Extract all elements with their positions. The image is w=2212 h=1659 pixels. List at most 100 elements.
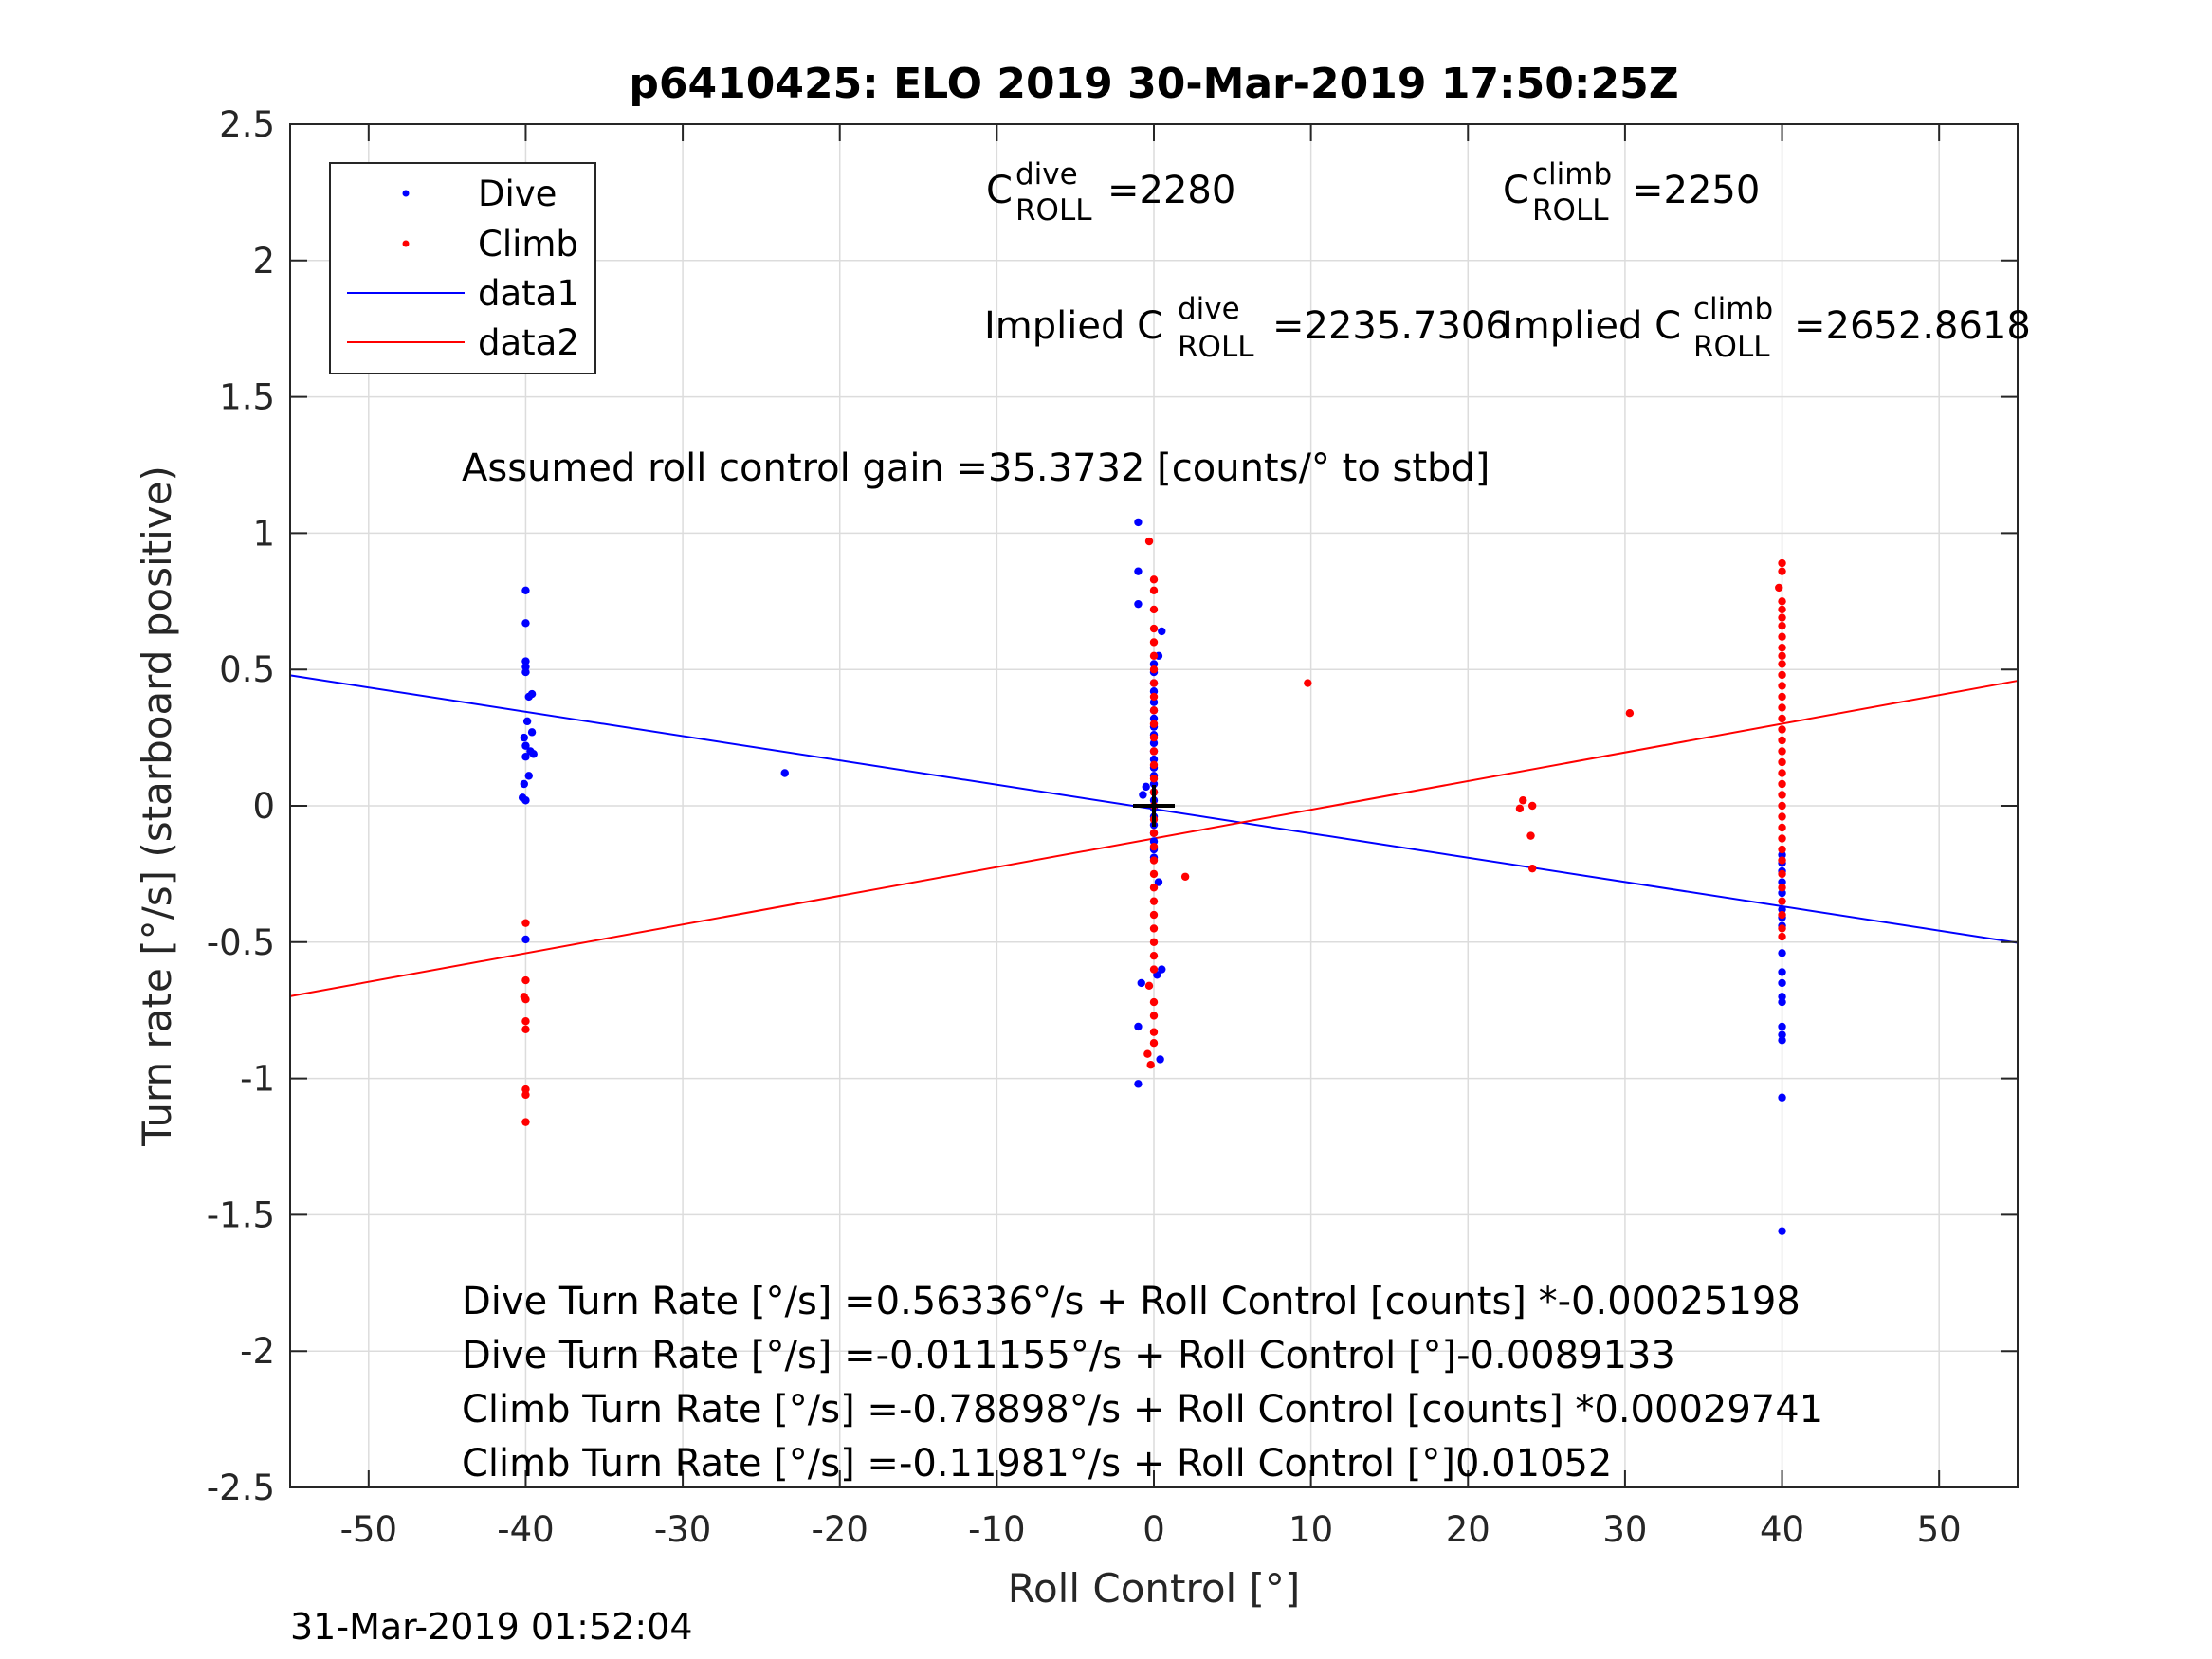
c-dive-base: C xyxy=(986,169,1013,212)
x-tick-label: -30 xyxy=(654,1509,711,1550)
climb-point xyxy=(1149,938,1159,946)
x-tick-label: 40 xyxy=(1760,1509,1804,1550)
climb-point xyxy=(1778,597,1786,606)
climb-point xyxy=(1778,791,1786,799)
x-tick-label: -40 xyxy=(497,1509,554,1550)
dive-point xyxy=(1778,905,1786,914)
climb-point xyxy=(1149,638,1159,647)
dive-point xyxy=(1778,1227,1786,1235)
climb-point xyxy=(1778,632,1786,641)
legend-climb-marker xyxy=(402,240,410,247)
dive-point xyxy=(521,619,530,628)
dive-point xyxy=(1778,888,1786,898)
legend-climb-label: Climb xyxy=(478,224,578,264)
data-points xyxy=(518,518,1786,1235)
climb-point xyxy=(521,1017,530,1026)
implied-climb-sub: ROLL xyxy=(1693,330,1770,364)
fit-climb-counts: Climb Turn Rate [°/s] =-0.78898°/s + Rol… xyxy=(462,1388,1823,1431)
climb-point xyxy=(1149,842,1159,851)
x-tick-label: 30 xyxy=(1602,1509,1647,1550)
y-tick-label: -1.5 xyxy=(207,1194,275,1235)
y-tick-label: -2 xyxy=(240,1331,275,1372)
dive-point xyxy=(1778,1036,1786,1045)
climb-point xyxy=(1143,1049,1152,1058)
climb-point xyxy=(1149,706,1159,715)
dive-point xyxy=(520,733,528,742)
climb-point xyxy=(1304,679,1312,687)
dive-point xyxy=(1134,567,1143,575)
y-tick-label: 2 xyxy=(252,241,275,282)
implied-dive-value: =2235.7306 xyxy=(1272,304,1509,348)
y-tick-label: -2.5 xyxy=(207,1468,275,1508)
dive-point xyxy=(1149,779,1159,789)
dive-point xyxy=(521,657,530,665)
climb-point xyxy=(1149,1012,1159,1020)
dive-point xyxy=(522,717,532,726)
climb-point xyxy=(1149,624,1159,633)
fit-dive-counts: Dive Turn Rate [°/s] =0.56336°/s + Roll … xyxy=(462,1280,1801,1323)
climb-point xyxy=(1149,747,1159,756)
dive-point xyxy=(521,586,530,594)
climb-point xyxy=(521,975,530,985)
tick-marks xyxy=(290,123,2018,1488)
climb-point xyxy=(1149,884,1159,892)
dive-point xyxy=(521,741,530,750)
implied-climb-value: =2652.8618 xyxy=(1794,304,2031,348)
climb-point xyxy=(1778,567,1786,575)
climb-point xyxy=(1149,665,1159,674)
dive-point xyxy=(1149,755,1159,764)
climb-point xyxy=(1778,703,1786,712)
climb-point xyxy=(1149,910,1159,920)
dive-point xyxy=(1134,1080,1143,1088)
dive-point xyxy=(520,779,528,789)
center-marker xyxy=(1133,785,1175,827)
dive-point xyxy=(1142,782,1150,792)
dive-point xyxy=(1149,687,1159,696)
dive-point xyxy=(1778,949,1786,957)
climb-point xyxy=(1519,796,1527,805)
print-timestamp: 31-Mar-2019 01:52:04 xyxy=(290,1606,693,1648)
dive-point xyxy=(1778,978,1786,988)
x-tick-label: -20 xyxy=(812,1509,868,1550)
dive-point xyxy=(527,728,537,737)
dive-point xyxy=(1158,627,1166,636)
dive-point xyxy=(1149,837,1159,846)
fit-dive-degrees: Dive Turn Rate [°/s] =-0.011155°/s + Rol… xyxy=(462,1334,1675,1377)
implied-dive-annotation: Implied C dive ROLL =2235.7306 xyxy=(984,292,1509,364)
dive-point xyxy=(1158,965,1166,974)
climb-point xyxy=(1149,733,1159,742)
legend-data2-label: data2 xyxy=(478,322,579,363)
climb-point xyxy=(1149,775,1159,783)
dive-point xyxy=(1149,660,1159,668)
dive-point xyxy=(1134,518,1143,527)
climb-point xyxy=(1778,910,1786,920)
climb-point xyxy=(521,994,530,1004)
climb-point xyxy=(1778,924,1786,933)
x-tick-label: -50 xyxy=(340,1509,397,1550)
climb-point xyxy=(1778,643,1786,652)
dive-point xyxy=(1778,878,1786,886)
dive-point xyxy=(521,753,530,761)
dive-point xyxy=(529,750,538,758)
climb-point xyxy=(1778,779,1786,789)
climb-point xyxy=(1778,834,1786,843)
climb-point xyxy=(1778,769,1786,777)
dive-point xyxy=(1149,738,1159,748)
climb-point xyxy=(1149,965,1159,974)
c-climb-sup: climb xyxy=(1532,157,1612,191)
climb-point xyxy=(1149,760,1159,770)
climb-point xyxy=(1515,804,1525,813)
y-tick-label: 2.5 xyxy=(219,104,275,145)
implied-climb-annotation: Implied C climb ROLL =2652.8618 xyxy=(1502,292,2031,364)
dive-point xyxy=(1778,850,1786,859)
climb-point xyxy=(1149,575,1159,584)
implied-dive-base: Implied C xyxy=(984,304,1163,348)
legend-dive-marker xyxy=(402,190,410,197)
climb-point xyxy=(1778,757,1786,767)
c-climb-value: =2250 xyxy=(1632,169,1760,212)
y-tick-label: 0.5 xyxy=(219,649,275,690)
climb-point xyxy=(1149,692,1159,702)
x-axis-label: Roll Control [°] xyxy=(1008,1565,1301,1612)
x-tick-label: 20 xyxy=(1446,1509,1490,1550)
